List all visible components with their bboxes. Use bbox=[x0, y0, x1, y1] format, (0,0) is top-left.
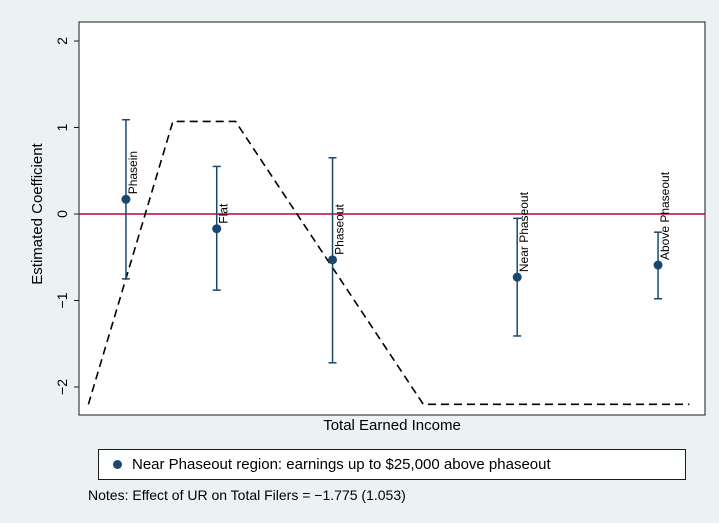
point-phaseout bbox=[328, 255, 338, 265]
point-above-phaseout bbox=[653, 260, 663, 270]
point-label-phasein: Phasein bbox=[126, 151, 140, 194]
y-tick-label: −2 bbox=[54, 379, 70, 395]
y-tick-label: −1 bbox=[54, 292, 70, 308]
point-near-phaseout bbox=[512, 272, 522, 282]
plot-area bbox=[78, 21, 706, 416]
y-tick-label: 2 bbox=[54, 37, 70, 45]
point-flat bbox=[212, 224, 222, 234]
legend-marker-icon bbox=[113, 460, 122, 469]
point-label-phaseout: Phaseout bbox=[333, 203, 347, 254]
point-label-flat: Flat bbox=[217, 203, 231, 224]
x-axis-title: Total Earned Income bbox=[323, 417, 461, 434]
y-tick-label: 0 bbox=[54, 210, 70, 218]
legend: Near Phaseout region: earnings up to $25… bbox=[98, 449, 686, 480]
y-tick-label: 1 bbox=[54, 123, 70, 131]
legend-label: Near Phaseout region: earnings up to $25… bbox=[132, 456, 551, 473]
chart-notes: Notes: Effect of UR on Total Filers = −1… bbox=[88, 487, 406, 503]
point-label-near-phaseout: Near Phaseout bbox=[517, 191, 531, 272]
point-phasein bbox=[121, 194, 131, 204]
y-axis-title: Estimated Coefficient bbox=[29, 142, 46, 284]
eitc-schedule-dashed-line bbox=[87, 120, 690, 406]
point-label-above-phaseout: Above Phaseout bbox=[658, 171, 672, 260]
